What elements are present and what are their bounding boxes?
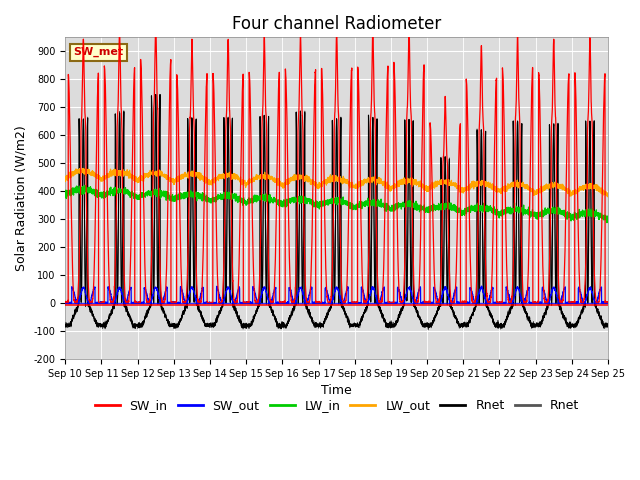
Legend: SW_in, SW_out, LW_in, LW_out, Rnet, Rnet: SW_in, SW_out, LW_in, LW_out, Rnet, Rnet <box>90 394 584 417</box>
X-axis label: Time: Time <box>321 384 352 397</box>
Text: SW_met: SW_met <box>74 47 124 57</box>
Y-axis label: Solar Radiation (W/m2): Solar Radiation (W/m2) <box>15 125 28 271</box>
Title: Four channel Radiometer: Four channel Radiometer <box>232 15 441 33</box>
